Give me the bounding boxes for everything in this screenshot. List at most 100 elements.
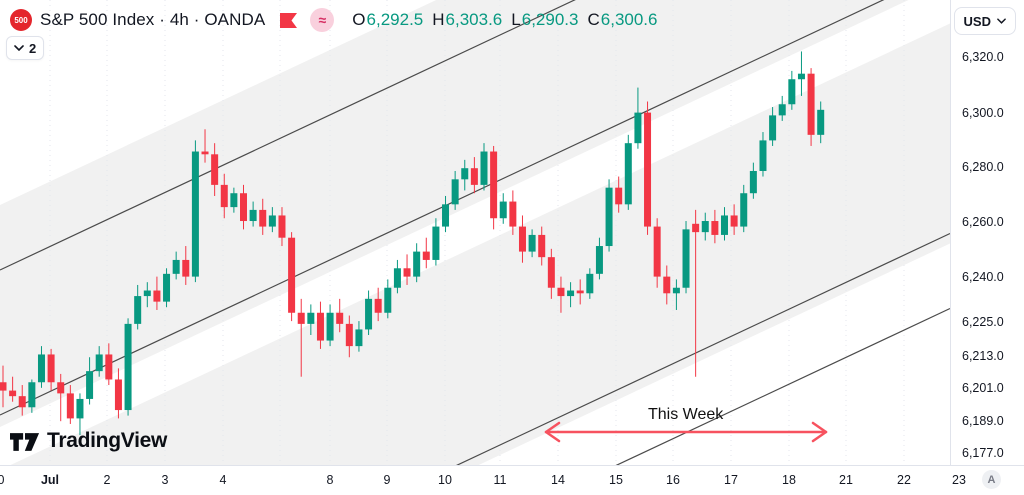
candle-body[interactable] [278, 215, 286, 238]
candle-body[interactable] [749, 170, 757, 194]
candle-body[interactable] [586, 273, 594, 294]
candle-body[interactable] [567, 290, 575, 297]
candle-body[interactable] [76, 398, 84, 419]
candle-body[interactable] [403, 268, 411, 277]
candle-body[interactable] [249, 209, 257, 222]
candle-body[interactable] [201, 151, 209, 155]
candle-body[interactable] [326, 312, 334, 341]
candle-body[interactable] [432, 226, 440, 260]
candle-body[interactable] [692, 223, 700, 233]
candle-body[interactable] [470, 168, 478, 185]
candle-body[interactable] [230, 193, 238, 208]
candle-body[interactable] [57, 382, 65, 394]
candle-body[interactable] [422, 251, 430, 260]
candle-body[interactable] [0, 382, 7, 391]
candle-body[interactable] [624, 143, 632, 205]
candle-body[interactable] [240, 193, 247, 222]
candle-body[interactable] [451, 179, 459, 205]
candle-body[interactable] [615, 187, 623, 205]
time-axis[interactable]: 0 Jul 2 3 4 8 9 10 11 14 15 16 17 18 21 22 23 [0, 465, 1024, 495]
candle-body[interactable] [143, 290, 151, 297]
candle-body[interactable] [182, 259, 190, 277]
candle-body[interactable] [528, 234, 536, 252]
candle-body[interactable] [307, 312, 315, 324]
candle-body[interactable] [37, 354, 45, 383]
candle-body[interactable] [509, 201, 517, 227]
candle-body[interactable] [95, 354, 103, 372]
candle-body[interactable] [172, 259, 180, 274]
currency-selector[interactable]: USD [953, 7, 1016, 35]
candle-body[interactable] [701, 221, 709, 233]
candle-body[interactable] [480, 151, 488, 185]
candle-body[interactable] [316, 312, 324, 341]
candle-body[interactable] [268, 215, 276, 227]
trend-arrow[interactable] [544, 421, 828, 443]
candle-body[interactable] [28, 382, 36, 408]
candle-body[interactable] [134, 296, 142, 324]
legend-collapse-button[interactable]: 2 [6, 36, 45, 60]
candle-body[interactable] [374, 298, 382, 313]
candle-body[interactable] [576, 290, 584, 294]
candle-body[interactable] [336, 312, 344, 324]
candle-body[interactable] [86, 371, 94, 399]
candle-body[interactable] [191, 151, 199, 277]
candle-body[interactable] [759, 140, 767, 171]
candle-body[interactable] [490, 151, 498, 219]
trend-channel-line[interactable] [0, 0, 950, 271]
candle-body[interactable] [18, 396, 26, 408]
candle-body[interactable] [605, 187, 613, 247]
candle-body[interactable] [163, 273, 171, 302]
flag-icon[interactable] [279, 12, 298, 29]
candle-body[interactable] [653, 226, 661, 277]
candle-body[interactable] [442, 204, 450, 227]
candle-body[interactable] [721, 215, 728, 235]
candle-body[interactable] [682, 229, 690, 288]
candle-body[interactable] [153, 290, 161, 302]
candle-body[interactable] [288, 237, 296, 313]
candle-body[interactable] [114, 379, 122, 411]
trend-channel-line[interactable] [0, 307, 950, 466]
candle-body[interactable] [672, 287, 680, 294]
tradingview-watermark[interactable]: TradingView [10, 429, 167, 453]
candle-body[interactable] [220, 184, 228, 208]
candle-body[interactable] [124, 323, 132, 411]
candle-body[interactable] [788, 79, 796, 105]
trend-channel-line[interactable] [0, 0, 950, 416]
candle-body[interactable] [538, 234, 546, 258]
candle-body[interactable] [557, 287, 565, 297]
this-week-annotation[interactable]: This Week [648, 406, 724, 423]
candle-body[interactable] [413, 251, 421, 277]
candle-body[interactable] [461, 168, 469, 180]
chart-plot-area[interactable] [0, 0, 951, 465]
candle-body[interactable] [778, 104, 786, 116]
candle-body[interactable] [105, 354, 113, 380]
candle-body[interactable] [499, 201, 507, 219]
candle-body[interactable] [740, 193, 748, 227]
candle-body[interactable] [817, 109, 825, 135]
candle-body[interactable] [595, 246, 603, 274]
candle-body[interactable] [355, 329, 363, 347]
candle-body[interactable] [769, 115, 777, 141]
candle-body[interactable] [797, 73, 805, 80]
candle-body[interactable] [644, 112, 652, 227]
candle-body[interactable] [211, 154, 219, 185]
candle-body[interactable] [807, 73, 815, 135]
candle-body[interactable] [730, 215, 738, 227]
candle-body[interactable] [547, 257, 555, 288]
candle-body[interactable] [663, 276, 671, 294]
candles-layer[interactable] [0, 51, 825, 436]
candlestick-chart[interactable] [0, 0, 950, 465]
price-axis[interactable]: 6,320.0 6,300.0 6,280.0 6,260.0 6,240.0 6,225… [950, 40, 1024, 465]
auto-scale-button[interactable]: A [982, 470, 1001, 489]
candle-body[interactable] [384, 287, 392, 313]
candle-body[interactable] [711, 221, 719, 235]
candle-body[interactable] [9, 390, 17, 397]
candle-body[interactable] [47, 354, 55, 383]
candle-body[interactable] [518, 226, 526, 252]
symbol-title[interactable]: S&P 500 Index · 4h · OANDA [40, 10, 266, 29]
candle-body[interactable] [634, 112, 642, 144]
candle-body[interactable] [66, 393, 74, 419]
candle-body[interactable] [345, 323, 353, 347]
candle-body[interactable] [259, 209, 267, 227]
candle-body[interactable] [365, 298, 373, 330]
